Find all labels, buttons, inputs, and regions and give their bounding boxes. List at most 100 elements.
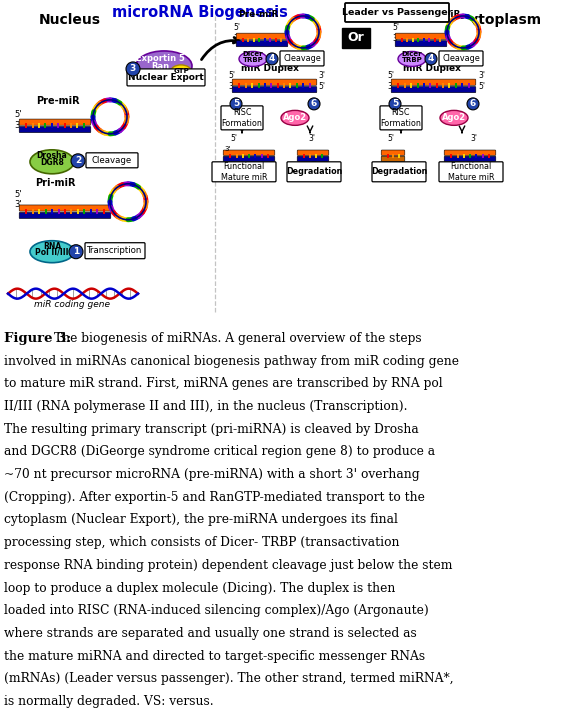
- Ellipse shape: [281, 110, 309, 125]
- Text: Cleavage: Cleavage: [92, 156, 132, 165]
- Text: Functional
Mature miR: Functional Mature miR: [221, 162, 267, 182]
- Text: 3': 3': [318, 71, 325, 80]
- Text: 5': 5': [318, 82, 325, 91]
- Text: the mature miRNA and directed to target-specific messenger RNAs: the mature miRNA and directed to target-…: [4, 650, 425, 663]
- Text: miR coding gene: miR coding gene: [34, 300, 110, 309]
- FancyBboxPatch shape: [232, 79, 317, 85]
- Circle shape: [450, 19, 476, 45]
- FancyBboxPatch shape: [86, 153, 138, 168]
- FancyBboxPatch shape: [439, 162, 503, 182]
- FancyBboxPatch shape: [19, 205, 111, 211]
- Text: 3': 3': [308, 134, 315, 143]
- Text: Pre-miR: Pre-miR: [238, 10, 278, 19]
- Text: Pol II/III: Pol II/III: [35, 248, 69, 257]
- FancyBboxPatch shape: [381, 156, 405, 162]
- Text: The resulting primary transcript (pri-miRNA) is cleaved by Drosha: The resulting primary transcript (pri-mi…: [4, 423, 419, 435]
- Text: Dicer: Dicer: [242, 51, 263, 57]
- Text: The biogenesis of miRNAs. A general overview of the steps: The biogenesis of miRNAs. A general over…: [54, 332, 421, 345]
- Ellipse shape: [30, 241, 74, 262]
- Text: GTP: GTP: [173, 68, 189, 74]
- Text: Functional
Mature miR: Functional Mature miR: [448, 162, 494, 182]
- Text: 3': 3': [392, 34, 399, 43]
- Text: Cleavage: Cleavage: [283, 54, 321, 63]
- FancyBboxPatch shape: [395, 33, 447, 40]
- Text: 5': 5': [478, 82, 485, 91]
- Text: miR Duplex: miR Duplex: [403, 64, 461, 73]
- FancyBboxPatch shape: [342, 28, 370, 48]
- FancyBboxPatch shape: [444, 150, 496, 156]
- FancyBboxPatch shape: [395, 40, 447, 47]
- Text: 6: 6: [470, 99, 476, 108]
- Text: 3': 3': [14, 200, 22, 209]
- Text: TRBP: TRBP: [242, 57, 263, 63]
- Ellipse shape: [239, 51, 267, 66]
- Text: Exportin 5: Exportin 5: [135, 54, 184, 63]
- Text: Ago2: Ago2: [442, 113, 466, 123]
- FancyBboxPatch shape: [232, 87, 317, 93]
- FancyBboxPatch shape: [444, 156, 496, 162]
- Ellipse shape: [398, 51, 426, 66]
- FancyBboxPatch shape: [19, 126, 91, 133]
- FancyBboxPatch shape: [19, 213, 111, 218]
- FancyBboxPatch shape: [297, 156, 329, 162]
- Text: RISC
Formation: RISC Formation: [381, 108, 422, 128]
- FancyBboxPatch shape: [280, 51, 324, 66]
- Text: Cytoplasm: Cytoplasm: [459, 13, 541, 27]
- Text: 3': 3': [228, 82, 235, 91]
- Text: Pre-miR: Pre-miR: [36, 96, 80, 106]
- Text: II/III (RNA polymerase II and III), in the nucleus (Transcription).: II/III (RNA polymerase II and III), in t…: [4, 400, 407, 413]
- Text: miR Duplex: miR Duplex: [241, 64, 299, 73]
- Text: 3': 3': [387, 82, 394, 91]
- Circle shape: [266, 53, 278, 65]
- Text: Ago2: Ago2: [283, 113, 307, 123]
- FancyBboxPatch shape: [287, 162, 341, 182]
- Text: 6: 6: [311, 99, 317, 108]
- FancyBboxPatch shape: [236, 40, 288, 47]
- FancyBboxPatch shape: [372, 162, 426, 182]
- FancyBboxPatch shape: [223, 156, 275, 162]
- Text: 5': 5': [14, 110, 21, 119]
- Text: Drosha: Drosha: [37, 151, 67, 160]
- Text: Figure 3:: Figure 3:: [4, 332, 71, 345]
- Text: 5': 5': [387, 134, 394, 143]
- Text: Or: Or: [348, 32, 365, 45]
- Text: Ran: Ran: [151, 62, 169, 71]
- Text: 5': 5': [233, 23, 240, 32]
- Text: 4: 4: [428, 54, 434, 63]
- Text: 3': 3': [310, 161, 316, 167]
- FancyBboxPatch shape: [212, 162, 276, 182]
- Text: ~70 nt precursor microRNA (pre-miRNA) with a short 3' overhang: ~70 nt precursor microRNA (pre-miRNA) wi…: [4, 468, 420, 481]
- Text: 3': 3': [470, 134, 477, 143]
- Text: Degradation: Degradation: [286, 167, 342, 177]
- Ellipse shape: [440, 110, 468, 125]
- Text: Leader vs Passenger: Leader vs Passenger: [342, 9, 452, 17]
- Circle shape: [113, 187, 143, 216]
- Text: 3: 3: [130, 64, 136, 74]
- FancyBboxPatch shape: [236, 33, 288, 40]
- FancyBboxPatch shape: [439, 51, 483, 66]
- Text: Cleavage: Cleavage: [442, 54, 480, 63]
- Text: Pri-miR: Pri-miR: [35, 178, 75, 187]
- Text: to mature miR strand. First, miRNA genes are transcribed by RNA pol: to mature miR strand. First, miRNA genes…: [4, 377, 442, 390]
- Text: Nucleus: Nucleus: [39, 13, 101, 27]
- Text: microRNA Biogenesis: microRNA Biogenesis: [112, 5, 288, 20]
- Text: 5': 5': [387, 71, 394, 80]
- Text: where strands are separated and usually one strand is selected as: where strands are separated and usually …: [4, 627, 417, 640]
- Text: 3': 3': [14, 121, 22, 130]
- Text: 5: 5: [233, 99, 239, 108]
- Text: 2: 2: [75, 156, 81, 165]
- Text: cytoplasm (Nuclear Export), the pre-miRNA undergoes its final: cytoplasm (Nuclear Export), the pre-miRN…: [4, 513, 398, 526]
- FancyBboxPatch shape: [380, 106, 422, 130]
- Circle shape: [290, 19, 316, 45]
- FancyBboxPatch shape: [391, 87, 476, 93]
- Text: DGR8: DGR8: [40, 158, 64, 167]
- Text: 3': 3': [310, 166, 316, 172]
- Text: Nuclear Export: Nuclear Export: [128, 73, 204, 82]
- Text: (mRNAs) (Leader versus passenger). The other strand, termed miRNA*,: (mRNAs) (Leader versus passenger). The o…: [4, 673, 454, 686]
- Ellipse shape: [30, 150, 74, 174]
- FancyBboxPatch shape: [297, 150, 329, 156]
- Circle shape: [308, 98, 320, 110]
- Text: 3': 3': [478, 71, 485, 80]
- Text: 3': 3': [224, 146, 230, 152]
- Text: RISC
Formation: RISC Formation: [222, 108, 263, 128]
